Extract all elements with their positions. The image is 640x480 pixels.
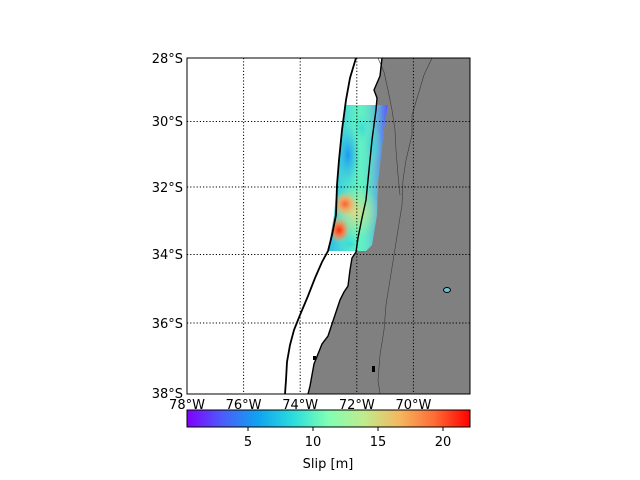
lon-label: 78°W [169,398,205,413]
island [372,366,375,372]
lat-label: 32°S [152,181,183,196]
slip-patch [336,236,364,251]
land-mass [308,58,470,394]
map-frame [186,57,471,395]
lat-label: 38°S [152,387,183,402]
island [313,356,316,360]
lon-label: 76°W [226,398,262,413]
lat-label: 28°S [152,52,183,67]
colorbar-ticks [247,427,444,431]
lake-marker [443,287,451,293]
graticule [187,58,470,394]
lon-label: 72°W [339,398,375,413]
colorbar-tick-labels: 5 10 15 20 [244,435,451,450]
border-line [377,58,433,394]
lat-label: 36°S [152,317,183,332]
colorbar-label: Slip [m] [303,457,354,472]
lon-label: 74°W [282,398,318,413]
map-panel: 28°S 30°S 32°S 34°S 36°S 38°S 78°W 76°W … [152,52,471,413]
lon-label: 70°W [395,398,431,413]
colorbar: 5 10 15 20 Slip [m] [186,409,471,472]
longitude-labels: 78°W 76°W 74°W 72°W 70°W [169,398,431,413]
colorbar-tick-label: 5 [244,435,252,450]
latitude-labels: 28°S 30°S 32°S 34°S 36°S 38°S [152,52,183,402]
border-line-2 [377,58,401,196]
lat-label: 30°S [152,115,183,130]
slip-patch [333,192,357,216]
slip-distribution [328,105,388,251]
lat-label: 34°S [152,248,183,263]
colorbar-gradient [186,409,471,428]
colorbar-tick-label: 10 [305,435,322,450]
colorbar-tick-label: 15 [370,435,387,450]
colorbar-tick-label: 20 [435,435,452,450]
slip-patch [336,125,360,185]
coastline [284,58,357,394]
coastline-land [307,58,383,394]
